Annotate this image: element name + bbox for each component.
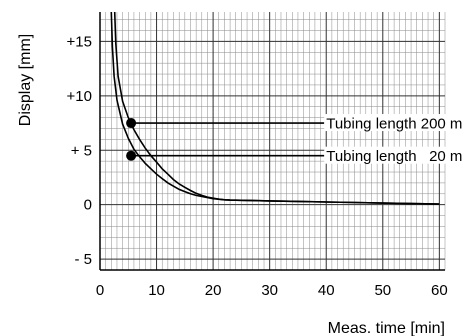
y-axis-label: Display [mm]: [17, 34, 34, 126]
marker-label: Tubing length 200 m: [326, 116, 462, 133]
minor-grid: [99, 12, 446, 271]
x-tick-label: 20: [205, 282, 222, 299]
data-point-marker: [126, 118, 137, 129]
y-tick-label: +10: [67, 88, 92, 105]
marker-label: Tubing length 20 m: [326, 148, 462, 165]
marker-layer: Tubing length 20 m Tubing length 200 m: [126, 114, 467, 165]
data-point-marker: [126, 150, 137, 161]
x-tick-label: 60: [431, 282, 448, 299]
marker-label-background: [324, 114, 467, 132]
series-line-2: [113, 11, 440, 205]
y-tick-label: - 5: [74, 251, 92, 268]
y-tick-label: 0: [84, 197, 92, 214]
x-axis-label: Meas. time [min]: [328, 320, 445, 336]
x-tick-label: 30: [261, 282, 278, 299]
x-tick-label: 0: [96, 282, 104, 299]
y-tick-label: + 5: [71, 142, 92, 159]
x-tick-label: 10: [148, 282, 165, 299]
series-layer: [110, 11, 440, 205]
major-grid: [99, 12, 445, 271]
x-tick-label: 40: [318, 282, 335, 299]
y-tick-label: +15: [67, 33, 92, 50]
x-tick-label: 50: [374, 282, 391, 299]
marker-label-background: [324, 146, 467, 164]
tick-labels: 0 10 20 30 40 50 60+15+10+ 50- 5: [67, 33, 448, 299]
